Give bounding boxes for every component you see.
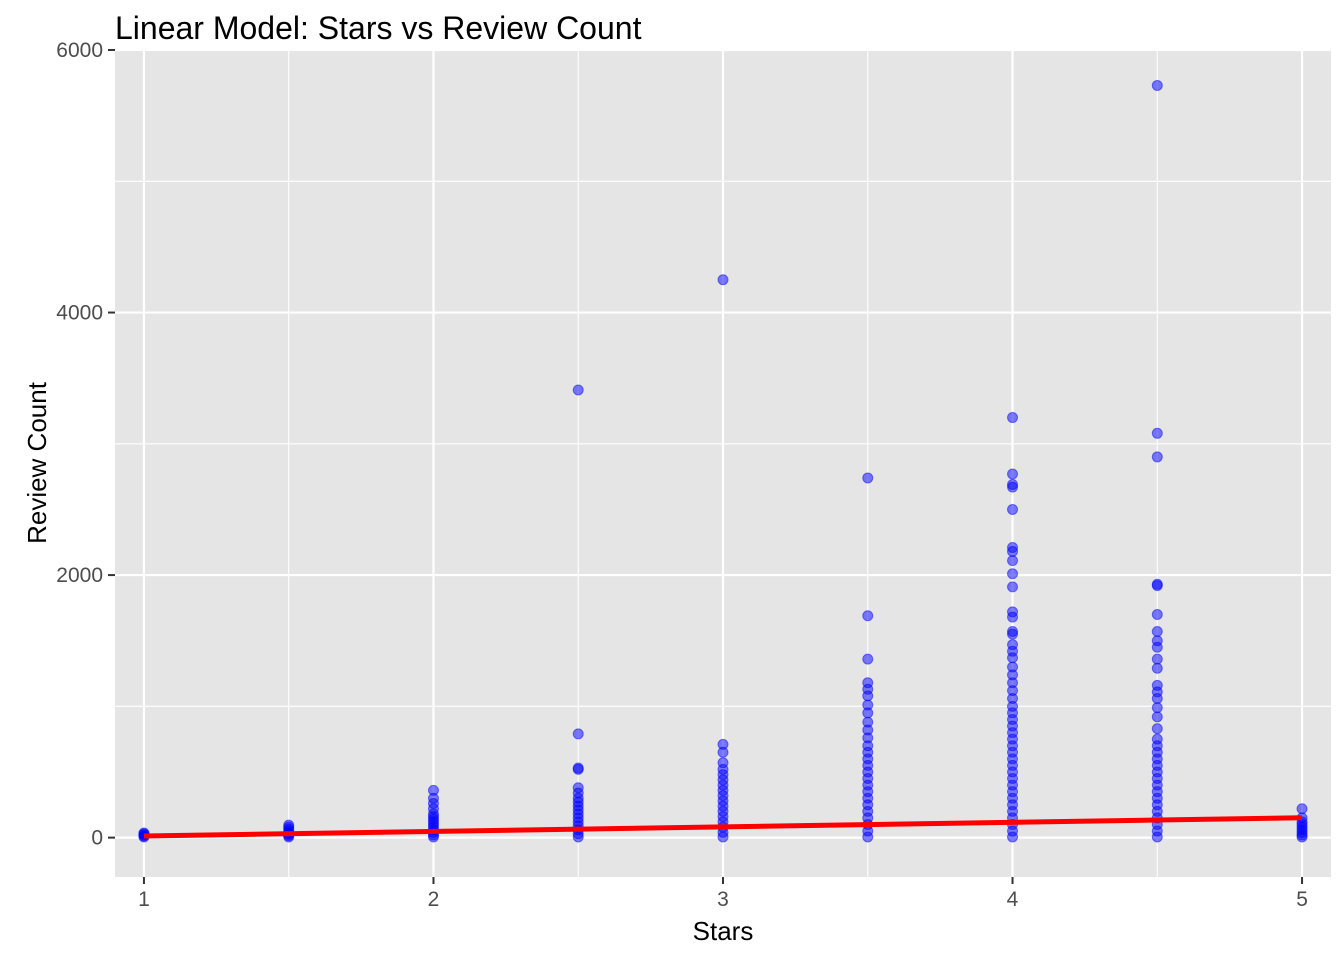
data-point [862,653,874,665]
data-point [1007,503,1019,515]
data-point [862,472,874,484]
data-point [1151,451,1163,463]
data-point [862,677,874,689]
data-point [717,274,729,286]
data-point [1151,635,1163,647]
data-point [1151,711,1163,723]
y-tick-label: 2000 [56,564,103,587]
data-point [572,782,584,794]
x-axis-title: Stars [693,916,754,946]
chart-title: Linear Model: Stars vs Review Count [115,10,642,46]
data-point [1007,412,1019,424]
data-point [1151,427,1163,439]
data-point [572,728,584,740]
data-point [717,738,729,750]
data-point [862,610,874,622]
data-point [1151,653,1163,665]
x-axis-ticks: 1 2 3 4 5 [138,877,1308,911]
data-point [1151,733,1163,745]
y-axis-title: Review Count [22,381,52,544]
data-point [1151,723,1163,735]
fit-line-layer [143,815,1303,839]
data-point [1007,661,1019,673]
data-point [572,762,584,774]
data-point [1151,578,1163,590]
y-tick-label: 6000 [56,39,103,62]
data-point [1007,626,1019,638]
y-axis-ticks: 0 2000 4000 6000 [56,39,115,850]
data-point [1007,568,1019,580]
data-point [862,699,874,711]
data-point [1007,479,1019,491]
data-point [1007,555,1019,567]
data-point [862,716,874,728]
x-tick-label: 2 [428,888,440,911]
data-point [1007,542,1019,554]
x-tick-label: 5 [1296,888,1308,911]
data-point [1007,581,1019,593]
data-point [1296,803,1308,815]
data-point [1007,468,1019,480]
x-tick-label: 1 [138,888,150,911]
x-tick-label: 4 [1007,888,1019,911]
data-point [1151,608,1163,620]
data-point [1007,639,1019,651]
data-point [283,819,295,831]
data-point [1151,79,1163,91]
data-point [1151,662,1163,674]
data-point [1007,606,1019,618]
data-point [1151,626,1163,638]
x-tick-label: 3 [717,888,729,911]
regression-line [143,815,1303,839]
y-tick-label: 4000 [56,302,103,325]
y-tick-label: 0 [91,827,103,850]
data-point [1151,702,1163,714]
data-point [1151,679,1163,691]
data-point [572,384,584,396]
data-point [717,757,729,769]
data-point [427,784,439,796]
